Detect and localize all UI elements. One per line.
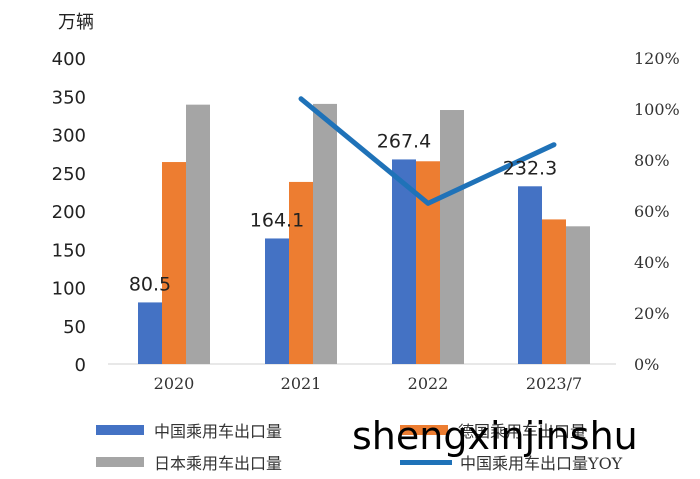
- legend-label: 日本乘用车出口量: [154, 454, 283, 473]
- y-axis-tick-label: 0: [75, 355, 86, 376]
- bar: [416, 161, 440, 364]
- data-label: 80.5: [129, 273, 171, 295]
- x-axis-tick-label: 2021: [281, 374, 322, 393]
- legend-swatch-line: [400, 459, 452, 465]
- y2-axis-tick-label: 100%: [634, 100, 680, 119]
- data-label: 164.1: [250, 209, 304, 231]
- legend-label: 中国乘用车出口量YOY: [460, 454, 623, 473]
- legend-item-germany-export: 德国乘用车出口量: [400, 418, 586, 442]
- bar: [518, 186, 542, 364]
- y2-axis-tick-label: 20%: [634, 304, 670, 323]
- bar: [440, 110, 464, 365]
- y2-axis-tick-label: 40%: [634, 253, 670, 272]
- data-label: 232.3: [503, 157, 557, 179]
- y-axis-unit-label: 万辆: [58, 12, 94, 33]
- data-label: 267.4: [377, 130, 431, 152]
- bar: [138, 302, 162, 364]
- x-axis-tick-label: 2023/7: [526, 374, 582, 393]
- y-axis-tick-label: 400: [52, 49, 86, 70]
- bar: [289, 181, 313, 364]
- yoy-series-line: [298, 96, 557, 206]
- legend-label: 中国乘用车出口量: [154, 422, 283, 441]
- y-axis-tick-label: 300: [52, 126, 86, 147]
- bar: [313, 103, 337, 365]
- bar: [265, 238, 289, 364]
- y-axis-tick-label: 250: [52, 164, 86, 185]
- legend-swatch-orange: [400, 425, 448, 435]
- y-axis-tick-label: 200: [52, 202, 86, 223]
- y2-axis-tick-label: 0%: [634, 355, 659, 374]
- y2-axis-tick-label: 120%: [634, 49, 680, 68]
- bar: [392, 159, 416, 364]
- y-axis-tick-label: 150: [52, 240, 86, 261]
- x-axis-tick-label: 2022: [408, 374, 449, 393]
- y-axis-tick-label: 50: [63, 317, 86, 338]
- y2-axis-tick-label: 80%: [634, 151, 670, 170]
- legend-label: 德国乘用车出口量: [458, 422, 587, 441]
- y2-axis-tick-label: 60%: [634, 202, 670, 221]
- bar: [566, 226, 590, 364]
- bar: [542, 219, 566, 364]
- legend-swatch-blue: [96, 425, 144, 435]
- bar: [186, 104, 210, 364]
- y-axis-tick-label: 350: [52, 87, 86, 108]
- y-axis-tick-label: 100: [52, 279, 86, 300]
- legend-item-japan-export: 日本乘用车出口量: [96, 450, 282, 474]
- bar: [162, 162, 186, 364]
- watermark-text: shengxinjinshu: [352, 414, 638, 458]
- legend-item-china-yoy: 中国乘用车出口量YOY: [400, 450, 622, 474]
- legend-item-china-export: 中国乘用车出口量: [96, 418, 282, 442]
- x-axis-tick-label: 2020: [154, 374, 195, 393]
- legend-swatch-gray: [96, 457, 144, 467]
